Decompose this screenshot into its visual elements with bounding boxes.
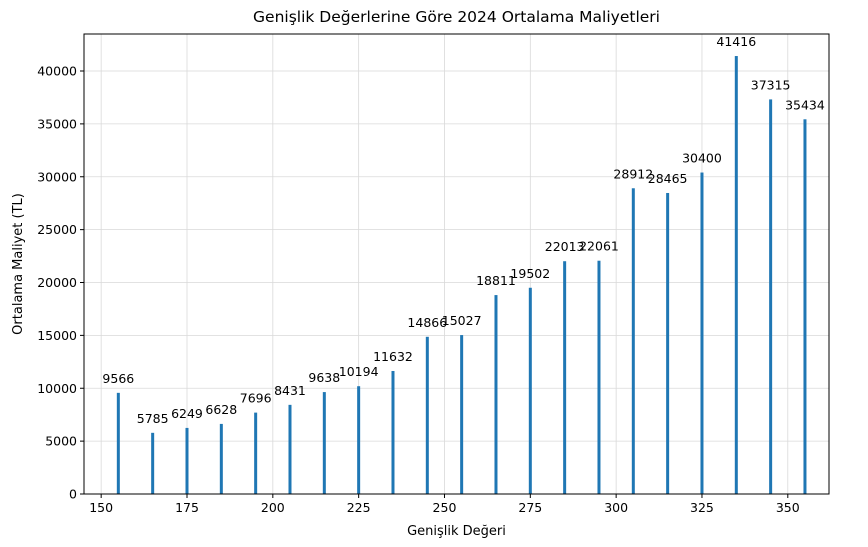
- bar-value-label: 28465: [648, 171, 688, 186]
- bar-value-label: 19502: [510, 266, 550, 281]
- y-axis-title: Ortalama Maliyet (TL): [11, 193, 26, 335]
- bar-value-label: 41416: [716, 34, 756, 49]
- bar: [494, 295, 498, 494]
- y-tick-label: 5000: [45, 434, 77, 449]
- x-axis-ticks: 150 175 200 225 250 275 300 325 350: [89, 494, 800, 515]
- bar: [391, 370, 395, 494]
- y-tick-label: 40000: [37, 64, 77, 79]
- bar: [322, 392, 326, 494]
- bar-value-label: 8431: [274, 383, 306, 398]
- y-tick-label: 20000: [37, 275, 77, 290]
- y-tick-label: 15000: [37, 328, 77, 343]
- bar: [254, 412, 258, 494]
- bar-value-label: 15027: [442, 313, 482, 328]
- bar: [425, 336, 429, 494]
- bar: [666, 192, 670, 495]
- x-tick-label: 175: [175, 500, 199, 515]
- bar-value-label: 9638: [308, 370, 340, 385]
- bar-value-label: 11632: [373, 349, 413, 364]
- plot-frame: [83, 33, 830, 495]
- y-tick-label: 10000: [37, 381, 77, 396]
- bar-value-label: 10194: [339, 364, 379, 379]
- bar: [460, 335, 464, 494]
- bar: [528, 287, 532, 494]
- bar: [631, 188, 635, 494]
- y-axis-ticks: 0 5000 10000 15000 20000 25000 30000 35000 40000: [37, 64, 84, 502]
- bar: [769, 99, 773, 494]
- bar-value-label: 7696: [240, 391, 272, 406]
- y-tick-label: 35000: [37, 116, 77, 131]
- x-tick-label: 225: [347, 500, 371, 515]
- bar-value-label: 22013: [545, 239, 585, 254]
- y-tick-label: 25000: [37, 222, 77, 237]
- bar: [803, 119, 807, 495]
- y-tick-label: 30000: [37, 169, 77, 184]
- bar-value-label: 35434: [785, 97, 825, 112]
- bars: [116, 56, 807, 495]
- bar: [563, 261, 567, 494]
- bar-value-label: 30400: [682, 151, 722, 166]
- x-tick-label: 250: [433, 500, 457, 515]
- x-tick-label: 350: [776, 500, 800, 515]
- bar: [288, 404, 292, 494]
- bar-value-label: 22061: [579, 239, 619, 254]
- bar: [219, 423, 223, 494]
- x-tick-label: 150: [89, 500, 113, 515]
- x-tick-label: 325: [690, 500, 714, 515]
- bar: [700, 172, 704, 494]
- bar-value-label: 18811: [476, 273, 516, 288]
- bar-value-label: 6249: [171, 406, 203, 421]
- bar: [185, 427, 189, 494]
- x-tick-label: 275: [518, 500, 542, 515]
- x-axis-title: Genişlik Değeri: [407, 524, 506, 539]
- bar: [151, 432, 155, 494]
- x-tick-label: 300: [604, 500, 628, 515]
- bar: [597, 260, 601, 494]
- bar: [357, 386, 361, 494]
- bar: [734, 56, 738, 495]
- bar-value-label: 28912: [613, 166, 653, 181]
- bar: [116, 392, 120, 494]
- grid: [84, 34, 829, 495]
- bar-value-label: 14866: [407, 315, 447, 330]
- bar-value-label: 9566: [102, 371, 134, 386]
- chart-title: Genişlik Değerlerine Göre 2024 Ortalama …: [253, 8, 660, 26]
- x-tick-label: 200: [261, 500, 285, 515]
- bar-value-label: 5785: [137, 411, 169, 426]
- y-tick-label: 0: [69, 487, 77, 502]
- bar-value-label: 6628: [205, 402, 237, 417]
- bar-value-label: 37315: [751, 77, 791, 92]
